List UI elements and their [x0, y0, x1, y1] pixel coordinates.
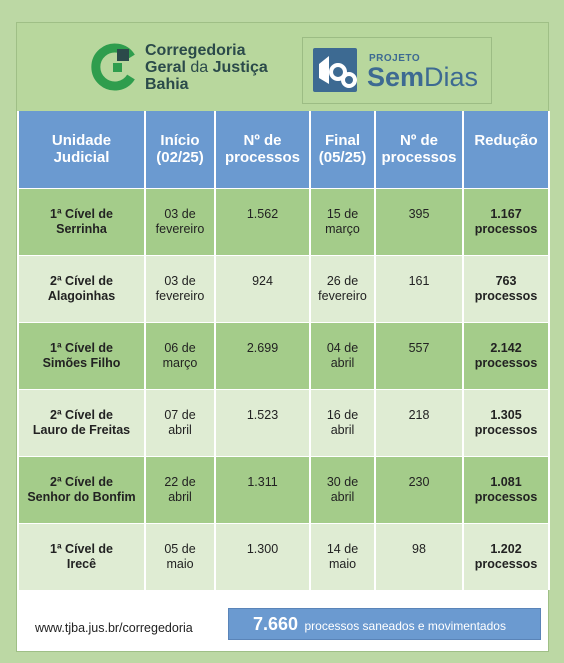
cell-end-count: 230 [374, 455, 464, 523]
cell-end-date: 30 de abril [309, 455, 376, 523]
col-header-reduction: Redução [462, 111, 550, 188]
table-header-row: Unidade Judicial Início (02/25) Nº de proce… [17, 111, 550, 188]
cell-end-date: 26 de fevereiro [309, 254, 376, 322]
org-line-1: Corregedoria [145, 42, 246, 59]
cell-start-count: 1.311 [214, 455, 311, 523]
results-table: Unidade Judicial Início (02/25) Nº de proce… [17, 111, 550, 590]
infographic-card: Corregedoria Geral da Justiça Bahia PROJ… [16, 22, 550, 652]
cell-unit: 2ª Cível de Lauro de Freitas [17, 388, 146, 456]
project-name: SemDias [367, 62, 479, 92]
table-row: 2ª Cível de Lauro de Freitas 07 de abril 1… [17, 388, 550, 456]
corregedoria-logo-icon [91, 43, 135, 91]
cell-reduction: 1.202 processos [462, 522, 550, 590]
cell-start-date: 03 de fevereiro [144, 187, 216, 255]
col-header-start-count: Nº de processos [214, 111, 311, 188]
total-number: 7.660 [253, 614, 299, 634]
org-line-3: Bahia [145, 76, 189, 93]
header-banner: Corregedoria Geral da Justiça Bahia PROJ… [17, 23, 548, 111]
cell-reduction: 763 processos [462, 254, 550, 322]
table-row: 1ª Cível de Irecê 05 de maio 1.300 14 de ma… [17, 522, 550, 590]
cell-start-count: 1.562 [214, 187, 311, 255]
cell-start-count: 2.699 [214, 321, 311, 389]
cell-end-date: 16 de abril [309, 388, 376, 456]
cell-end-count: 161 [374, 254, 464, 322]
cell-unit: 1ª Cível de Simões Filho [17, 321, 146, 389]
cell-end-date: 15 de março [309, 187, 376, 255]
footer-url[interactable]: www.tjba.jus.br/corregedoria [35, 621, 193, 635]
cell-end-count: 98 [374, 522, 464, 590]
col-header-start: Início (02/25) [144, 111, 216, 188]
cell-start-count: 1.523 [214, 388, 311, 456]
cell-reduction: 1.081 processos [462, 455, 550, 523]
cell-unit: 2ª Cível de Alagoinhas [17, 254, 146, 322]
cell-start-date: 07 de abril [144, 388, 216, 456]
cell-start-date: 05 de maio [144, 522, 216, 590]
sem-dias-icon [313, 48, 357, 92]
cell-unit: 1ª Cível de Serrinha [17, 187, 146, 255]
cell-end-count: 557 [374, 321, 464, 389]
cell-end-date: 14 de maio [309, 522, 376, 590]
total-summary: 7.660 processos saneados e movimentados [228, 608, 541, 640]
cell-reduction: 1.167 processos [462, 187, 550, 255]
col-header-end-count: Nº de processos [374, 111, 464, 188]
cell-start-count: 1.300 [214, 522, 311, 590]
cell-unit: 1ª Cível de Irecê [17, 522, 146, 590]
col-header-unit: Unidade Judicial [17, 111, 146, 188]
cell-end-date: 04 de abril [309, 321, 376, 389]
cell-start-date: 06 de março [144, 321, 216, 389]
sem-dias-logo: PROJETO SemDias [302, 37, 492, 104]
cell-end-count: 218 [374, 388, 464, 456]
table-row: 2ª Cível de Alagoinhas 03 de fevereiro 924… [17, 254, 550, 322]
cell-end-count: 395 [374, 187, 464, 255]
total-label: processos saneados e movimentados [304, 619, 506, 633]
cell-reduction: 1.305 processos [462, 388, 550, 456]
cell-reduction: 2.142 processos [462, 321, 550, 389]
projeto-label: PROJETO [369, 53, 421, 64]
table-row: 2ª Cível de Senhor do Bonfim 22 de abril 1… [17, 455, 550, 523]
cell-start-count: 924 [214, 254, 311, 322]
col-header-end: Final (05/25) [309, 111, 376, 188]
cell-start-date: 03 de fevereiro [144, 254, 216, 322]
cell-start-date: 22 de abril [144, 455, 216, 523]
org-line-2: Geral da Justiça [145, 59, 268, 76]
table-row: 1ª Cível de Serrinha 03 de fevereiro 1.562… [17, 187, 550, 255]
cell-unit: 2ª Cível de Senhor do Bonfim [17, 455, 146, 523]
corregedoria-name: Corregedoria Geral da Justiça Bahia [145, 42, 268, 93]
table-row: 1ª Cível de Simões Filho 06 de março 2.699… [17, 321, 550, 389]
